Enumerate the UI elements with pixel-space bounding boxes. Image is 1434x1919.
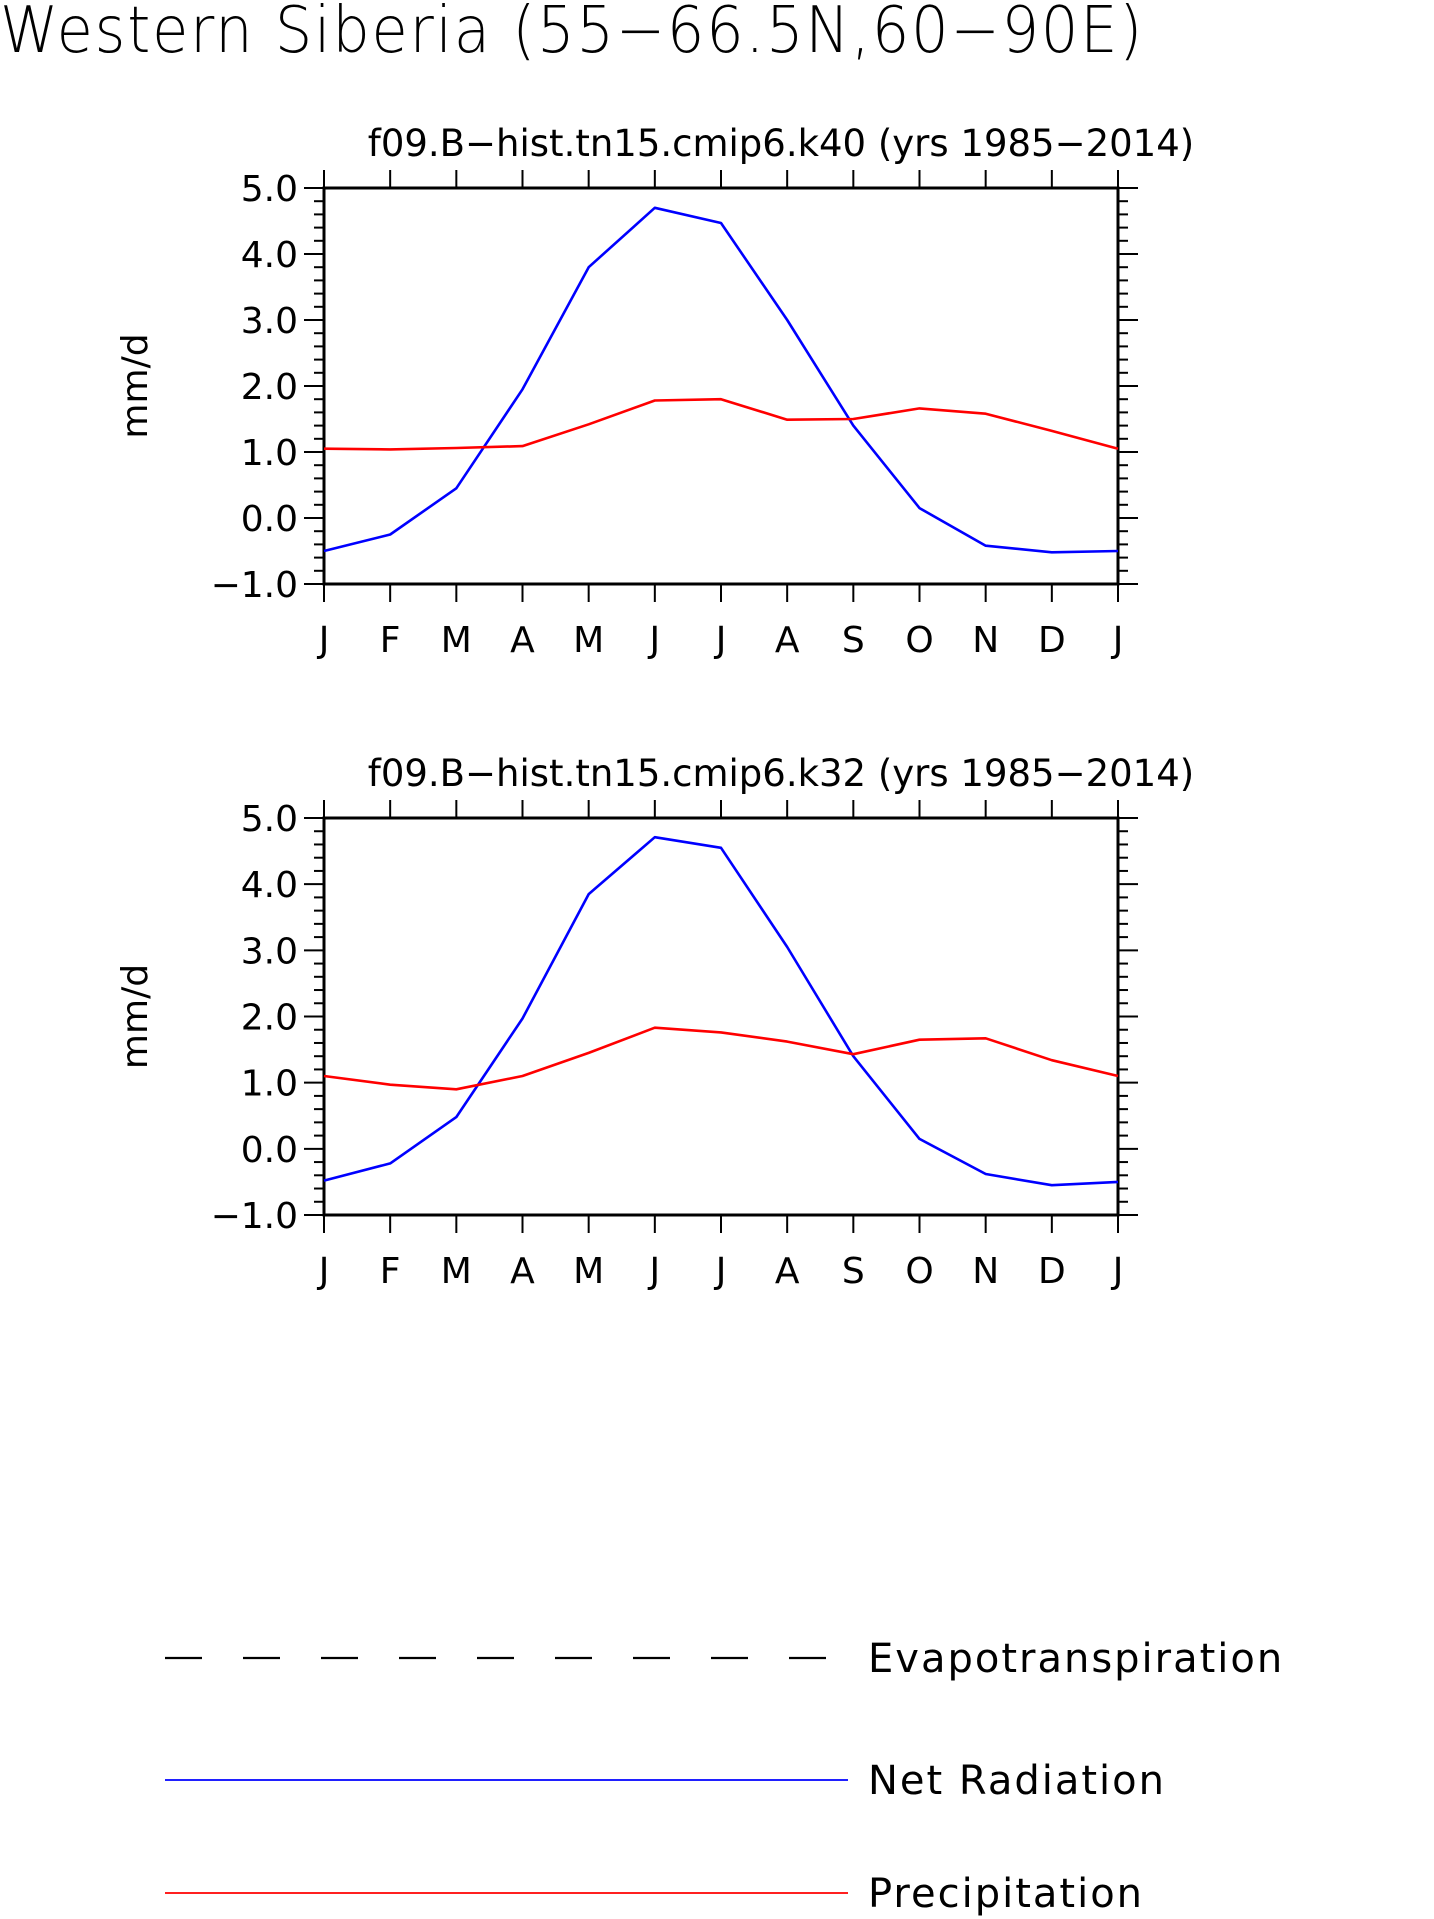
x-tick-label: A	[510, 1251, 535, 1292]
x-tick-label: J	[714, 1251, 727, 1292]
y-tick-label: −1.0	[211, 565, 298, 606]
y-axis-label: mm/d	[115, 333, 156, 438]
chart-panel-2: f09.B−hist.tn15.cmip6.k32 (yrs 1985−2014…	[115, 752, 1194, 1292]
x-tick-label: S	[842, 620, 865, 661]
x-tick-label: N	[972, 1251, 999, 1292]
x-tick-label: A	[775, 1251, 800, 1292]
x-tick-label: J	[317, 620, 330, 661]
y-tick-label: 4.0	[241, 865, 298, 906]
x-tick-label: J	[1111, 1251, 1124, 1292]
y-tick-label: 1.0	[241, 1064, 298, 1105]
x-tick-label: M	[441, 620, 472, 661]
x-tick-label: O	[905, 1251, 933, 1292]
x-tick-label: O	[905, 620, 933, 661]
x-tick-label: S	[842, 1251, 865, 1292]
plot-frame	[322, 816, 1120, 1217]
legend-label-net-radiation: Net Radiation	[868, 1758, 1166, 1804]
x-tick-label: J	[714, 620, 727, 661]
x-tick-label: A	[775, 620, 800, 661]
series-line-net-radiation	[323, 835, 1119, 1187]
x-tick-label: M	[573, 1251, 604, 1292]
legend-label-evapotranspiration: Evapotranspiration	[868, 1636, 1284, 1682]
y-tick-label: 5.0	[241, 799, 298, 840]
x-tick-label: F	[380, 620, 401, 661]
main-title: Western Siberia (55−66.5N,60−90E)	[0, 0, 1145, 68]
y-tick-label: 2.0	[241, 367, 298, 408]
x-tick-label: D	[1038, 1251, 1066, 1292]
y-tick-label: 0.0	[241, 1130, 298, 1171]
x-tick-label: M	[441, 1251, 472, 1292]
x-tick-label: F	[380, 1251, 401, 1292]
series-line-net-radiation	[323, 206, 1119, 554]
y-tick-label: 3.0	[241, 931, 298, 972]
legend-label-precipitation: Precipitation	[868, 1871, 1144, 1917]
chart-title: f09.B−hist.tn15.cmip6.k40 (yrs 1985−2014…	[368, 122, 1194, 165]
y-tick-label: 1.0	[241, 433, 298, 474]
series-line-precipitation	[323, 1026, 1119, 1091]
x-tick-label: M	[573, 620, 604, 661]
y-tick-label: 0.0	[241, 499, 298, 540]
y-tick-label: 2.0	[241, 998, 298, 1039]
x-tick-label: A	[510, 620, 535, 661]
y-axis-label: mm/d	[115, 964, 156, 1069]
y-tick-label: 3.0	[241, 301, 298, 342]
chart-title: f09.B−hist.tn15.cmip6.k32 (yrs 1985−2014…	[368, 752, 1194, 795]
x-tick-label: J	[648, 1251, 661, 1292]
y-tick-label: 5.0	[241, 169, 298, 210]
x-tick-label: J	[648, 620, 661, 661]
x-tick-label: J	[1111, 620, 1124, 661]
series-line-precipitation	[323, 397, 1119, 451]
panels: f09.B−hist.tn15.cmip6.k40 (yrs 1985−2014…	[115, 122, 1194, 1292]
legend: Evapotranspiration Net Radiation Precipita…	[165, 1636, 1284, 1917]
y-tick-label: −1.0	[211, 1196, 298, 1237]
plot-frame	[322, 186, 1120, 586]
x-tick-label: N	[972, 620, 999, 661]
chart-panel-1: f09.B−hist.tn15.cmip6.k40 (yrs 1985−2014…	[115, 122, 1194, 661]
x-tick-label: D	[1038, 620, 1066, 661]
x-tick-label: J	[317, 1251, 330, 1292]
y-tick-label: 4.0	[241, 235, 298, 276]
